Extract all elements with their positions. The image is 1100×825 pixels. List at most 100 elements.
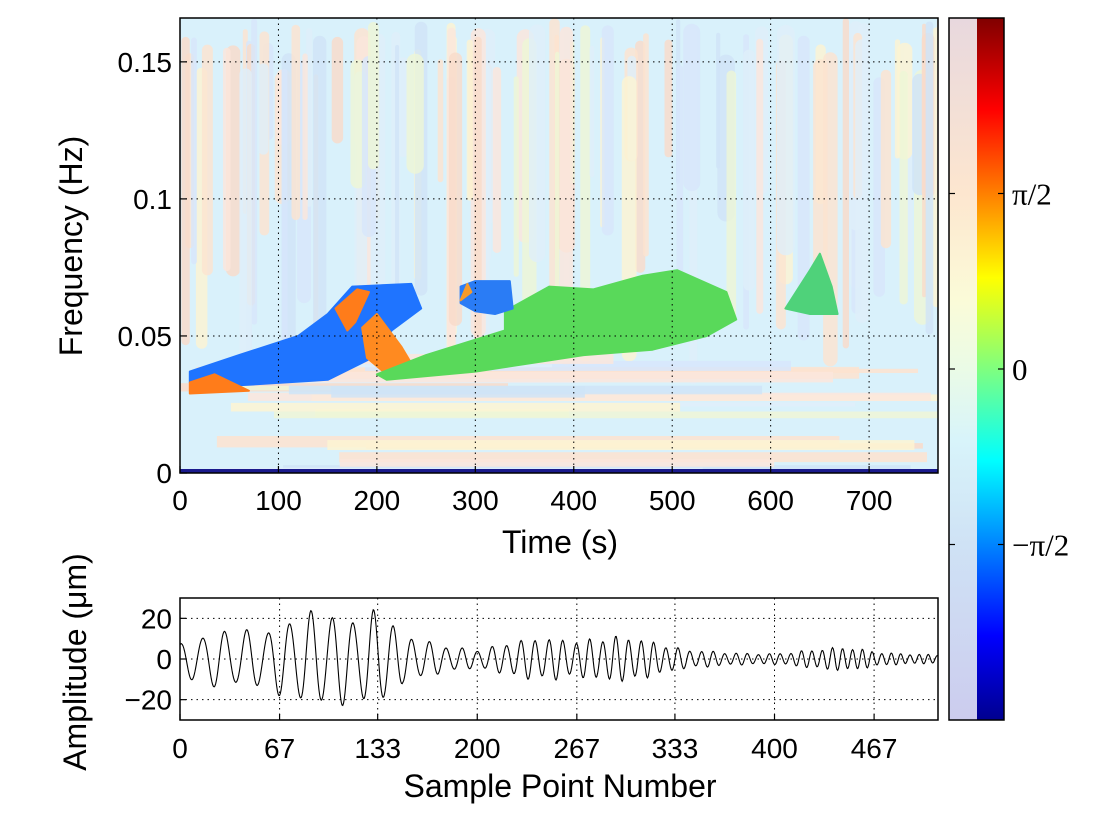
heatmap-ytick-label: 0.05 [118, 321, 173, 352]
heatmap-streak [855, 39, 869, 323]
heatmap-streak [756, 38, 764, 314]
heatmap-streak [880, 69, 892, 249]
heatmap-streak [191, 37, 197, 265]
heatmap-streak [492, 67, 502, 253]
waveform-xtick-label: 133 [354, 733, 401, 764]
phase-region-4 [375, 269, 738, 381]
heatmap-band [339, 459, 775, 467]
heatmap-streak [560, 26, 573, 366]
heatmap-streak [589, 45, 595, 178]
heatmap-band [230, 402, 681, 412]
phase-region-2 [334, 288, 370, 332]
phase-region-5 [459, 280, 514, 315]
heatmap-streak [842, 18, 849, 349]
heatmap-streak [313, 35, 327, 338]
heatmap-streak [813, 59, 828, 287]
heatmap-xtick-label: 400 [550, 485, 597, 516]
colorbar-tick-label: −π/2 [1012, 528, 1069, 563]
heatmap-streak [223, 47, 231, 272]
colorbar-ticks: π/2 0 −π/2 [949, 176, 1069, 563]
heatmap-ticks: 0 100 200 300 400 500 600 700 0 0.05 0.1 0.15 [118, 47, 893, 516]
heatmap-ytick-label: 0 [156, 458, 172, 489]
heatmap-streak [676, 65, 684, 317]
heatmap-band [238, 371, 833, 383]
colorbar: π/2 0 −π/2 [948, 17, 1069, 721]
phase-scalogram: 0 100 200 300 400 500 600 700 0 0.05 0.1 0.15 Time … [53, 17, 939, 560]
heatmap-xlabel: Time (s) [502, 524, 618, 560]
heatmap-xtick-label: 100 [255, 485, 302, 516]
heatmap-streak [201, 44, 213, 276]
heatmap-streak [448, 52, 463, 326]
waveform-xtick-label: 200 [454, 733, 501, 764]
heatmap-streak [664, 39, 673, 158]
heatmap-streak [925, 21, 934, 335]
heatmap-band [288, 385, 763, 395]
waveform-xtick-label: 467 [851, 733, 898, 764]
waveform-xtick-label: 267 [553, 733, 600, 764]
colorbar-tick-label: π/2 [1012, 176, 1052, 211]
heatmap-band [339, 452, 927, 463]
heatmap-xtick-label: 700 [846, 485, 893, 516]
heatmap-ylabel: Frequency (Hz) [53, 136, 89, 357]
heatmap-streak [474, 36, 482, 369]
heatmap-xtick-label: 500 [649, 485, 696, 516]
heatmap-streak [181, 36, 190, 346]
heatmap-streak [894, 39, 901, 159]
waveform-xtick-label: 0 [172, 733, 188, 764]
heatmap-streak [643, 33, 649, 257]
colorbar-tick-label: 0 [1012, 352, 1028, 387]
heatmap-streak [776, 24, 795, 256]
waveform-xlabel: Sample Point Number [403, 768, 716, 804]
heatmap-streak [281, 68, 288, 341]
heatmap-streak [395, 45, 400, 320]
waveform-ticks: 0 67 133 200 267 333 400 467 −20 0 20 [125, 603, 898, 764]
waveform-xtick-label: 67 [264, 733, 295, 764]
heatmap-xtick-label: 0 [172, 485, 188, 516]
heatmap-streak [726, 70, 737, 320]
phase-region-1 [188, 373, 250, 395]
heatmap-background [180, 18, 938, 473]
heatmap-streak [350, 59, 366, 189]
heatmap-band [248, 392, 931, 401]
waveform-xtick-label: 400 [751, 733, 798, 764]
heatmap-streak [580, 25, 591, 363]
waveform-ytick-label: 0 [156, 644, 172, 675]
waveform-ytick-label: −20 [125, 685, 173, 716]
heatmap-bottom-band [180, 469, 938, 473]
heatmap-streak [529, 24, 546, 263]
heatmap-xtick-label: 300 [452, 485, 499, 516]
waveform-line [180, 608, 938, 707]
heatmap-streak [466, 39, 473, 201]
heatmap-streak [251, 18, 258, 325]
heatmap-streak [302, 53, 308, 221]
heatmap-streak [555, 51, 560, 315]
heatmap-ytick-label: 0.1 [133, 184, 172, 215]
heatmap-streak [899, 71, 908, 305]
heatmap-streak [797, 35, 810, 341]
waveform-xtick-label: 333 [652, 733, 699, 764]
phase-region-7 [784, 252, 839, 315]
heatmap-streak [601, 25, 614, 236]
heatmap-streak [239, 68, 252, 377]
significant-regions [188, 252, 839, 395]
waveform-ytick-label: 20 [141, 603, 172, 634]
heatmap-band [365, 360, 791, 371]
heatmap-streak [743, 49, 755, 291]
heatmap-ytick-label: 0.15 [118, 47, 173, 78]
waveform-plot: 0 67 133 200 267 333 400 467 −20 0 20 Sample Point… [57, 553, 939, 804]
heatmap-xtick-label: 200 [354, 485, 401, 516]
heatmap-streak [291, 24, 301, 221]
heatmap-streak [513, 76, 519, 277]
heatmap-band [274, 411, 938, 419]
heatmap-streak [437, 59, 444, 183]
heatmap-streak [716, 32, 721, 169]
heatmap-xtick-label: 600 [747, 485, 794, 516]
heatmap-streak [368, 22, 379, 170]
heatmap-streak [406, 53, 424, 174]
phase-region-6 [459, 282, 473, 302]
heatmap-streak [683, 23, 701, 192]
heatmap-frame [179, 17, 939, 474]
heatmap-streak [258, 63, 269, 155]
